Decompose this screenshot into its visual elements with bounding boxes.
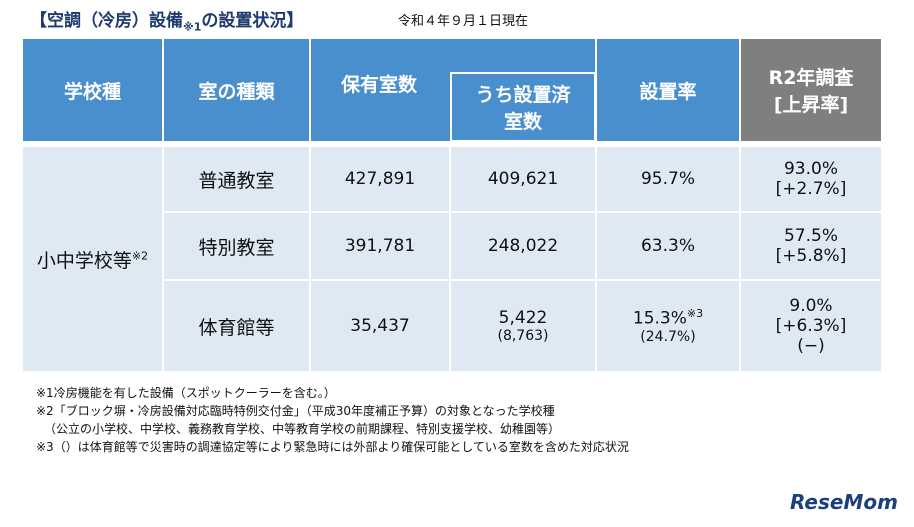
title: 【空調（冷房）設備※1の設置状況】 xyxy=(30,6,303,33)
header-cell: R2年調査 [上昇率] xyxy=(740,38,882,142)
table-cell: 35,437 xyxy=(310,280,450,372)
cell-value: 35,437 xyxy=(350,316,409,336)
table-cell: 391,781 xyxy=(310,212,450,280)
cell-text: 普通教室 xyxy=(198,169,275,192)
cell-sub: (8,763) xyxy=(497,328,549,344)
cell-value: 95.7% xyxy=(641,169,695,189)
cell-text: 409,621 xyxy=(487,169,559,189)
school-type-note: ※2 xyxy=(131,249,149,263)
cell-text: 9.0% xyxy=(789,296,833,316)
cell-change: [+6.3%] xyxy=(775,316,847,336)
header-line: 室数 xyxy=(503,111,542,133)
cell-value: 63.3% xyxy=(641,236,695,256)
cell-text: 体育館等 xyxy=(198,316,275,339)
cell-text: 57.5% xyxy=(783,226,838,246)
school-type-cell: 小中学校等※2 xyxy=(22,146,163,372)
table-cell: 93.0% [+2.7%] xyxy=(740,146,882,212)
cell-sub: (24.7%) xyxy=(640,328,696,345)
table-cell: 57.5% [+5.8%] xyxy=(740,212,882,280)
table-cell: 特別教室 xyxy=(163,212,310,280)
header-text: 保有室数 xyxy=(341,73,418,96)
header-line: [上昇率] xyxy=(773,94,849,116)
table-cell: 体育館等 xyxy=(163,280,310,372)
table-cell: 427,891 xyxy=(310,146,450,212)
cell-value: 57.5% xyxy=(784,226,838,246)
cell-text: 427,891 xyxy=(344,169,416,189)
table-cell: 248,022 xyxy=(450,212,596,280)
title-rest: の設置状況】 xyxy=(201,11,304,31)
cell-change: [+5.8%] xyxy=(775,246,847,266)
table-cell: 普通教室 xyxy=(163,146,310,212)
cell-value: 391,781 xyxy=(345,236,415,256)
cell-text: 35,437 xyxy=(350,316,410,336)
cell-note: ※3 xyxy=(686,307,704,321)
cell-value: 15.3%※3 xyxy=(633,307,703,329)
cell-value: 5,422 xyxy=(499,308,548,328)
table-cell: 9.0% [+6.3%] (−) xyxy=(740,280,882,372)
title-note: ※1 xyxy=(183,20,202,34)
cell-text: 391,781 xyxy=(344,236,416,256)
table-cell: 15.3%※3 (24.7%) xyxy=(596,280,740,372)
school-type-text: 小中学校等 xyxy=(36,249,132,272)
cell-value: 93.0% xyxy=(784,159,838,179)
cell-sub: (−) xyxy=(797,336,825,356)
footnote: ※2「ブロック塀・冷房設備対応臨時特例交付金」（平成30年度補正予算）の対象とな… xyxy=(36,404,555,418)
table-cell: 63.3% xyxy=(596,212,740,280)
header-cell: うち設置済 室数 xyxy=(450,72,596,142)
logo: ReseMom xyxy=(790,490,898,514)
header-cell: 室の種類 xyxy=(163,38,310,142)
cell-text: 248,022 xyxy=(487,236,559,256)
table-cell: 5,422 (8,763) xyxy=(450,280,596,372)
cell-text: 特別教室 xyxy=(198,236,275,259)
table-cell: 95.7% xyxy=(596,146,740,212)
cell-value: 248,022 xyxy=(488,236,558,256)
school-type: 小中学校等※2 xyxy=(37,246,148,273)
header-line: R2年調査 xyxy=(768,67,854,89)
footnote: ※3（）は体育館等で災害時の調達協定等により緊急時には外部より確保可能としている… xyxy=(36,440,629,454)
cell-value: 427,891 xyxy=(345,169,415,189)
cell-text: 15.3% xyxy=(632,308,687,329)
table-cell: 409,621 xyxy=(450,146,596,212)
title-text: 【空調（冷房）設備 xyxy=(30,11,183,31)
header-cell: 学校種 xyxy=(22,38,163,142)
footnote: （公立の小学校、中学校、義務教育学校、中等教育学校の前期課程、特別支援学校、幼稚… xyxy=(44,422,561,436)
cell-value: 体育館等 xyxy=(198,313,274,340)
footnote: ※1冷房機能を有した設備（スポットクーラーを含む。） xyxy=(36,386,336,400)
cell-text: 93.0% xyxy=(783,159,838,179)
cell-value: 特別教室 xyxy=(198,233,274,260)
cell-value: 普通教室 xyxy=(198,166,274,193)
header-line: うち設置済 xyxy=(475,84,571,106)
cell-text: 95.7% xyxy=(640,169,695,189)
cell-text: 63.3% xyxy=(640,236,695,256)
date: 令和４年９月１日現在 xyxy=(398,14,529,29)
header-cell: 設置率 xyxy=(596,38,740,142)
cell-value: 9.0% xyxy=(789,296,832,316)
cell-text: 5,422 xyxy=(498,308,548,328)
cell-value: 409,621 xyxy=(488,169,558,189)
cell-change: [+2.7%] xyxy=(775,179,847,199)
